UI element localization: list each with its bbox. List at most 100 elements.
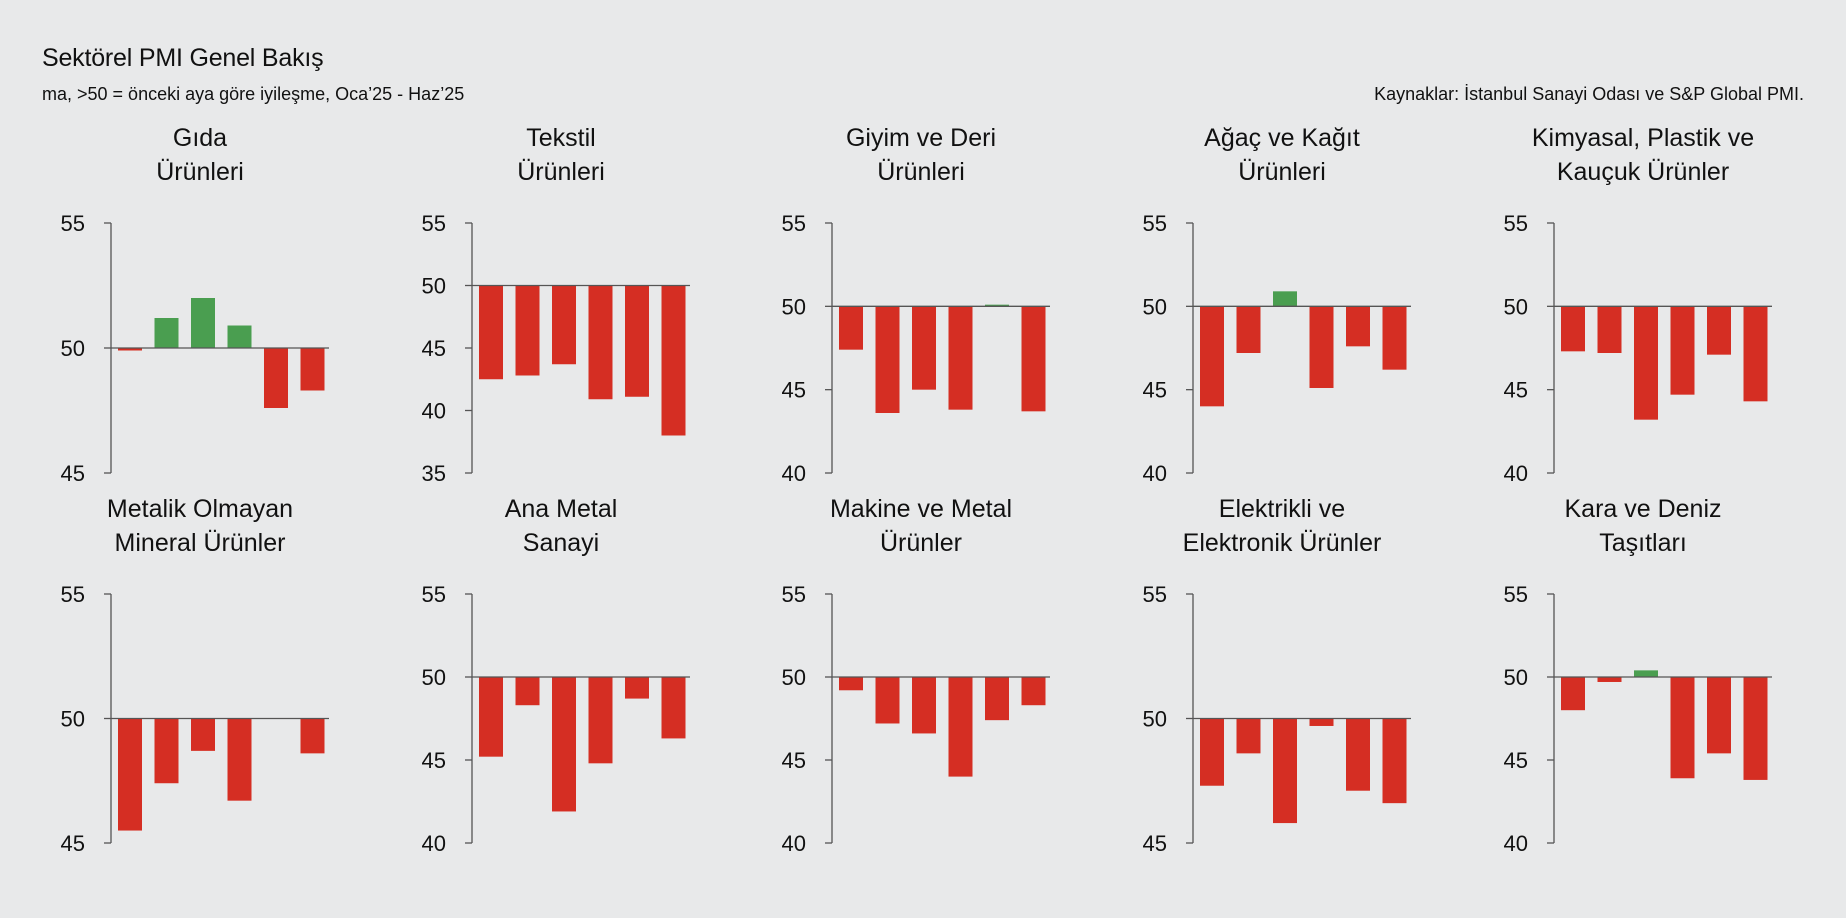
- bar-Mar'25: [552, 677, 576, 812]
- y-tick-label: 55: [422, 582, 446, 607]
- bar-Şub'25: [1236, 306, 1261, 353]
- bar-Şub'25: [1236, 718, 1261, 754]
- bar-Mar'25: [1634, 670, 1658, 677]
- bar-Nis'25: [948, 306, 973, 410]
- y-tick-label: 55: [61, 211, 85, 236]
- bar-Haz'25: [1021, 677, 1046, 706]
- y-tick-label: 50: [1504, 294, 1528, 319]
- bar-Şub'25: [875, 677, 900, 724]
- y-tick-label: 50: [422, 274, 446, 299]
- chart-title-line: Elektrikli ve: [1219, 495, 1345, 523]
- bar-Nis'25: [227, 718, 252, 801]
- bar-May'25: [264, 348, 288, 408]
- bar-May'25: [1346, 306, 1370, 347]
- y-tick-label: 40: [422, 399, 446, 424]
- chart-title-line: Ürünler: [880, 529, 962, 557]
- chart-title-line: Giyim ve Deri: [846, 124, 996, 152]
- bar-Oca'25: [118, 718, 142, 831]
- page-title: Sektörel PMI Genel Bakış: [42, 44, 324, 72]
- y-tick-label: 55: [782, 211, 806, 236]
- chart-panel-4: Ağaç ve Kağıt Ürünleri 40 45 50 55: [1143, 124, 1411, 486]
- chart-panel-9: Elektrikli ve Elektronik Ürünler 45 50 55: [1143, 495, 1411, 856]
- y-tick-label: 55: [422, 211, 446, 236]
- y-tick-label: 50: [1143, 294, 1167, 319]
- bar-Mar'25: [1273, 718, 1297, 824]
- y-tick-label: 50: [1143, 707, 1167, 732]
- bar-May'25: [1346, 718, 1370, 791]
- bar-Haz'25: [1382, 718, 1407, 804]
- bar-Nis'25: [1309, 306, 1334, 388]
- bar-Şub'25: [154, 718, 179, 784]
- bar-Nis'25: [948, 677, 973, 777]
- chart-title-line: Metalik Olmayan: [107, 495, 293, 523]
- y-tick-label: 50: [422, 665, 446, 690]
- y-tick-label: 45: [782, 378, 806, 403]
- bar-May'25: [1707, 677, 1731, 754]
- bar-Oca'25: [1561, 306, 1585, 352]
- y-tick-label: 50: [1504, 665, 1528, 690]
- chart-title-line: Ürünleri: [156, 158, 244, 186]
- bar-Şub'25: [1597, 306, 1622, 353]
- bar-Oca'25: [479, 677, 503, 757]
- bar-Mar'25: [191, 718, 215, 751]
- y-tick-label: 40: [782, 461, 806, 486]
- y-tick-label: 45: [1143, 831, 1167, 856]
- y-tick-label: 40: [422, 831, 446, 856]
- y-tick-label: 50: [61, 707, 85, 732]
- bar-Haz'25: [300, 348, 325, 391]
- bar-Haz'25: [1382, 306, 1407, 370]
- bar-Haz'25: [661, 677, 686, 739]
- chart-title-line: Ana Metal: [505, 495, 618, 523]
- bar-Haz'25: [1743, 306, 1768, 402]
- y-tick-label: 55: [61, 582, 85, 607]
- y-tick-label: 55: [782, 582, 806, 607]
- chart-panel-2: Tekstil Ürünleri 35 40 45 50 55: [422, 124, 690, 486]
- bar-Mar'25: [912, 677, 936, 734]
- bar-Mar'25: [912, 306, 936, 390]
- bar-Oca'25: [118, 348, 142, 351]
- bar-Oca'25: [839, 677, 863, 691]
- y-tick-label: 45: [61, 831, 85, 856]
- bar-Haz'25: [1021, 306, 1046, 412]
- chart-panel-10: Kara ve Deniz Taşıtları 40 45 50 55: [1504, 495, 1772, 856]
- chart-title-line: Taşıtları: [1599, 529, 1687, 557]
- chart-title-line: Kimyasal, Plastik ve: [1532, 124, 1754, 152]
- source-note: Kaynaklar: İstanbul Sanayi Odası ve S&P …: [1374, 84, 1804, 104]
- chart-title-line: Tekstil: [526, 124, 595, 152]
- chart-panel-1: Gıda Ürünleri 45 50 55: [61, 124, 329, 486]
- chart-title-line: Kara ve Deniz: [1564, 495, 1721, 523]
- y-tick-label: 55: [1143, 211, 1167, 236]
- bar-Mar'25: [1634, 306, 1658, 420]
- y-tick-label: 40: [1143, 461, 1167, 486]
- bar-Şub'25: [154, 318, 179, 348]
- chart-title-line: Kauçuk Ürünler: [1557, 158, 1729, 186]
- chart-panel-5: Kimyasal, Plastik ve Kauçuk Ürünler 40 45 50…: [1504, 124, 1772, 486]
- y-tick-label: 45: [1504, 748, 1528, 773]
- bar-Şub'25: [1597, 677, 1622, 682]
- bar-Şub'25: [875, 306, 900, 413]
- bar-Nis'25: [588, 677, 613, 764]
- bar-Oca'25: [479, 285, 503, 380]
- bar-Oca'25: [1561, 677, 1585, 711]
- bar-Şub'25: [515, 285, 540, 376]
- bar-Nis'25: [588, 285, 613, 400]
- bar-Haz'25: [300, 718, 325, 754]
- bar-Nis'25: [1670, 677, 1695, 779]
- y-tick-label: 45: [422, 336, 446, 361]
- y-tick-label: 45: [1143, 378, 1167, 403]
- bar-Mar'25: [1273, 291, 1297, 307]
- bar-Nis'25: [1309, 718, 1334, 726]
- y-tick-label: 50: [782, 294, 806, 319]
- y-tick-label: 50: [61, 336, 85, 361]
- bar-May'25: [985, 677, 1009, 721]
- bar-Nis'25: [1670, 306, 1695, 395]
- chart-title-line: Ürünleri: [517, 158, 605, 186]
- chart-title-line: Makine ve Metal: [830, 495, 1012, 523]
- bar-Oca'25: [1200, 718, 1224, 786]
- y-tick-label: 55: [1504, 582, 1528, 607]
- bar-Oca'25: [839, 306, 863, 350]
- bar-Haz'25: [661, 285, 686, 436]
- y-tick-label: 55: [1143, 582, 1167, 607]
- y-tick-label: 55: [1504, 211, 1528, 236]
